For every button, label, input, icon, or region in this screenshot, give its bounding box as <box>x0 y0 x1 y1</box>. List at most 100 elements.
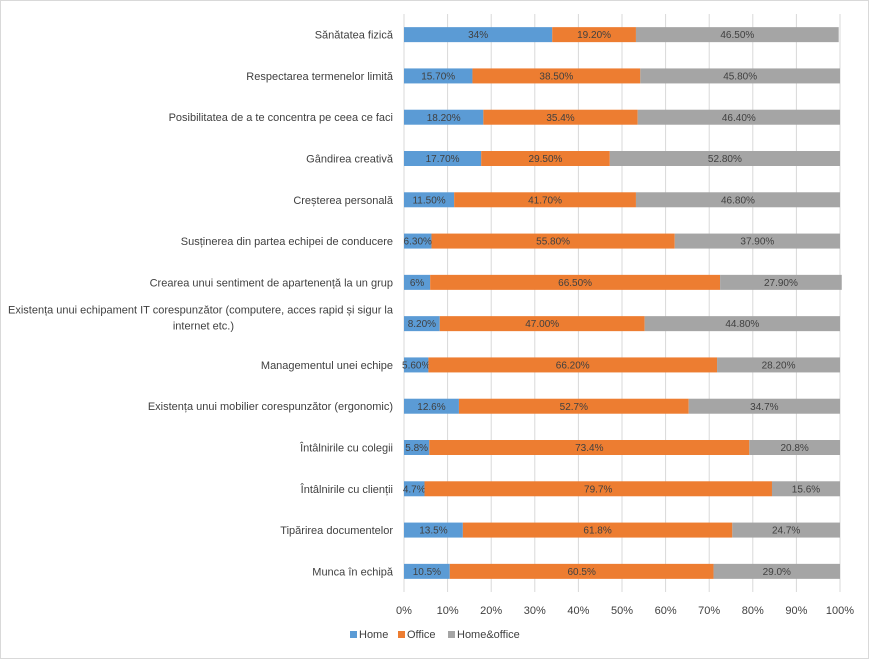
x-tick-label: 60% <box>655 605 677 617</box>
bar-data-label: 34.7% <box>750 402 778 413</box>
bar-segment <box>404 109 484 125</box>
bar-segment <box>404 398 459 414</box>
bar-segment <box>713 563 840 579</box>
bar-data-label: 60.5% <box>567 567 595 578</box>
bar-segment <box>771 481 840 497</box>
bar-segment <box>430 274 721 290</box>
bar-segment <box>732 522 840 538</box>
category-label: Susținerea din partea echipei de conduce… <box>181 236 393 248</box>
bar-data-label: 44.80% <box>725 319 759 330</box>
bar-data-label: 5.8% <box>405 443 428 454</box>
bar-segment <box>404 316 440 332</box>
legend-entry: Home <box>359 629 388 641</box>
bar-data-label: 46.40% <box>722 113 756 124</box>
x-tick-label: 20% <box>480 605 502 617</box>
bar-segment <box>404 233 432 249</box>
category-label: Sănătatea fizică <box>315 30 394 42</box>
category-label: internet etc.) <box>173 321 234 333</box>
legend-swatch <box>350 631 357 638</box>
x-tick-label: 0% <box>396 605 412 617</box>
x-tick-label: 10% <box>437 605 459 617</box>
bar-data-label: 79.7% <box>584 484 612 495</box>
bar-data-label: 46.50% <box>720 30 754 41</box>
bar-data-label: 29.50% <box>529 154 563 165</box>
bar-segment <box>404 440 430 455</box>
bar-segment <box>472 68 641 84</box>
bar-data-label: 47.00% <box>525 319 559 330</box>
bar-segment <box>449 563 714 579</box>
bar-segment <box>429 440 750 455</box>
x-tick-label: 80% <box>742 605 764 617</box>
bar-segment <box>404 481 425 497</box>
bar-segment <box>454 192 636 208</box>
bar-data-label: 66.50% <box>558 278 592 289</box>
bar-segment <box>635 192 840 208</box>
legend-swatch <box>448 631 455 638</box>
bar-segment <box>404 27 553 43</box>
bar-data-label: 19.20% <box>577 30 611 41</box>
bar-data-label: 24.7% <box>772 526 800 537</box>
legend-entry: Office <box>407 629 436 641</box>
bar-segment <box>481 151 610 166</box>
bar-data-label: 29.0% <box>763 567 791 578</box>
bar-data-label: 13.5% <box>419 526 447 537</box>
category-label: Posibilitatea de a te concentra pe ceea … <box>169 112 393 124</box>
bar-segment <box>439 316 645 332</box>
bar-segment <box>404 522 463 538</box>
category-label: Întâlnirile cu clienții <box>300 483 393 496</box>
bar-data-label: 28.20% <box>762 361 796 372</box>
bar-data-label: 66.20% <box>556 361 590 372</box>
category-label: Întâlnirile cu colegii <box>299 442 393 455</box>
bar-data-label: 20.8% <box>780 443 808 454</box>
bar-segment <box>404 357 429 373</box>
bar-data-label: 73.4% <box>575 443 603 454</box>
bar-segment <box>424 481 772 497</box>
x-tick-label: 30% <box>524 605 546 617</box>
bar-segment <box>431 233 675 249</box>
bar-data-label: 11.50% <box>412 195 445 206</box>
bar-segment <box>720 274 842 290</box>
category-label: Crearea unui sentiment de apartenență la… <box>150 277 393 289</box>
bar-data-label: 27.90% <box>764 278 798 289</box>
bar-segment <box>552 27 636 43</box>
category-label: Existența unui mobilier corespunzător (e… <box>148 401 393 413</box>
bar-data-label: 38.50% <box>539 72 573 83</box>
category-label: Munca în echipă <box>312 566 394 578</box>
x-tick-label: 50% <box>611 605 633 617</box>
category-label: Creșterea personală <box>293 195 394 207</box>
bar-segment <box>749 440 840 455</box>
bar-data-label: 10.5% <box>413 567 441 578</box>
category-label: Respectarea termenelor limită <box>246 71 394 83</box>
bar-data-label: 61.8% <box>583 526 611 537</box>
bar-segment <box>462 522 733 538</box>
category-label: Gândirea creativă <box>306 154 394 166</box>
category-label: Managementul unei echipe <box>261 360 393 372</box>
bar-segment <box>635 27 839 43</box>
bar-data-label: 52.80% <box>708 154 742 165</box>
category-label: Tipărirea documentelor <box>280 525 393 537</box>
x-tick-label: 90% <box>785 605 807 617</box>
bar-data-label: 46.80% <box>721 195 755 206</box>
bar-data-label: 34% <box>468 30 488 41</box>
bar-segment <box>404 563 450 579</box>
bar-segment <box>404 68 473 84</box>
bar-segment <box>404 151 482 166</box>
bar-segment <box>688 398 840 414</box>
x-tick-label: 100% <box>826 605 854 617</box>
bar-data-label: 15.6% <box>792 484 820 495</box>
bar-data-label: 12.6% <box>417 402 445 413</box>
bar-data-label: 55.80% <box>536 237 570 248</box>
bar-segment <box>674 233 840 249</box>
bar-data-label: 45.80% <box>723 72 757 83</box>
bar-data-label: 15.70% <box>421 72 455 83</box>
x-tick-label: 70% <box>698 605 720 617</box>
bar-segment <box>644 316 840 332</box>
bar-data-label: 6% <box>410 278 425 289</box>
bar-segment <box>640 68 840 84</box>
bar-data-label: 4.7% <box>403 484 426 495</box>
bar-segment <box>404 192 455 208</box>
bar-data-label: 8.20% <box>408 319 436 330</box>
bar-segment <box>717 357 840 373</box>
bar-data-label: 6.30% <box>404 237 432 248</box>
